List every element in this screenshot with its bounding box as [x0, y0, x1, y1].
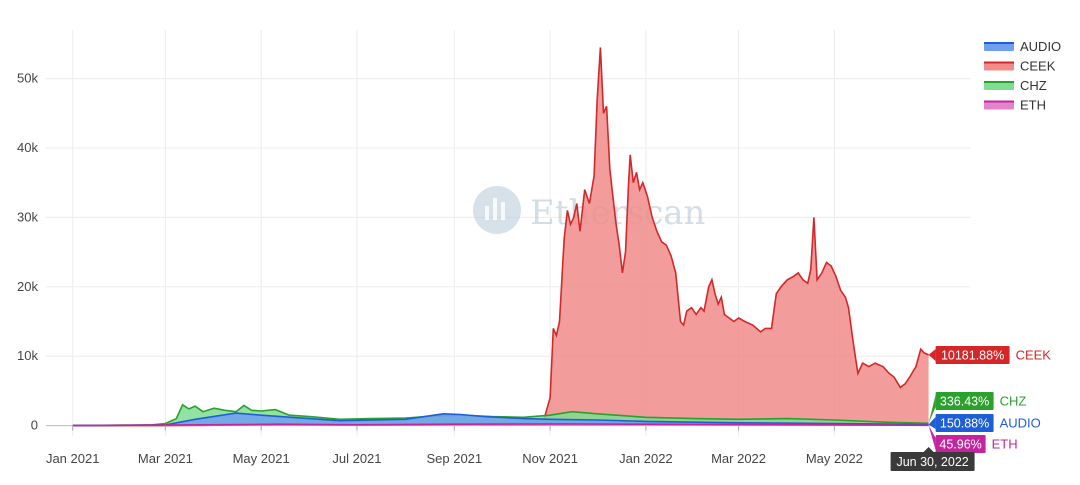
x-tick-label: Jul 2021: [332, 451, 381, 466]
y-tick-label: 20k: [17, 279, 38, 294]
axes: 0 10k 20k 30k 40k 50k Jan 2021 Mar 2021 May 2021…: [17, 71, 863, 466]
legend-swatch: [984, 42, 1014, 51]
x-tick-label: Mar 2022: [711, 451, 766, 466]
legend-item-chz: CHZ: [984, 78, 1047, 93]
legend-item-eth: ETH: [984, 98, 1046, 113]
end-label-name: CEEK: [1016, 348, 1052, 363]
end-label-box: [935, 414, 994, 432]
end-label-box: [935, 392, 994, 410]
line-audio: [72, 412, 929, 427]
x-tick-label: Sep 2021: [426, 451, 482, 466]
x-hover-box: [890, 452, 975, 471]
end-label-pointer: [928, 417, 936, 429]
line-eth: [72, 423, 929, 427]
y-tick-label: 10k: [17, 348, 38, 363]
series-eth: [72, 423, 929, 427]
x-tick-label: May 2021: [233, 451, 290, 466]
legend-swatch: [984, 61, 1014, 71]
x-tick-label: Jan 2022: [619, 451, 673, 466]
watermark-logo-icon: [473, 186, 521, 234]
end-label-name: CHZ: [1000, 394, 1027, 409]
y-tick-label: 50k: [17, 71, 38, 86]
line-ceek: [72, 47, 929, 427]
end-label-value: 336.43%: [940, 395, 989, 409]
end-label-value: 45.96%: [939, 438, 981, 452]
legend-item-audio: AUDIO: [984, 39, 1061, 54]
y-tick-label: 30k: [17, 209, 38, 224]
legend-label: AUDIO: [1020, 39, 1061, 54]
y-tick-label: 40k: [17, 140, 38, 155]
watermark: Etherscan: [473, 186, 705, 234]
x-hover-pointer: [923, 447, 934, 452]
legend-label: CHZ: [1020, 78, 1047, 93]
x-tick-label: Jan 2021: [46, 451, 100, 466]
end-label-box: [935, 435, 986, 453]
y-tick-label: 0: [31, 418, 38, 433]
end-label-value: 150.88%: [940, 417, 989, 431]
end-label-name: ETH: [992, 437, 1018, 452]
series-audio: [72, 412, 929, 427]
end-label-pointer: [928, 395, 936, 424]
end-label-value: 10181.88%: [941, 349, 1004, 363]
end-label-box: [935, 346, 1010, 364]
legend: AUDIO CEEK CHZ ETH: [984, 39, 1061, 113]
legend-item-ceek: CEEK: [984, 59, 1056, 74]
end-label-name: AUDIO: [1000, 416, 1041, 431]
legend-label: CEEK: [1020, 59, 1056, 74]
legend-swatch: [984, 100, 1014, 110]
end-label-pointer: [928, 425, 936, 450]
end-label-eth: 45.96% ETH: [928, 425, 1018, 453]
end-label-chz: 336.43% CHZ: [928, 392, 1027, 424]
line-chz: [72, 403, 929, 427]
series-areas: [72, 47, 929, 427]
watermark-text: Etherscan: [530, 193, 705, 233]
x-hover-label: Jun 30, 2022: [890, 447, 975, 471]
end-label-ceek: 10181.88% CEEK: [928, 346, 1052, 364]
x-tick-label: May 2022: [806, 451, 863, 466]
area-ceek: [72, 47, 929, 426]
series-ceek: [72, 47, 929, 427]
x-tick-label: Nov 2021: [522, 451, 578, 466]
legend-label: ETH: [1020, 98, 1046, 113]
end-label-audio: 150.88% AUDIO: [928, 414, 1041, 432]
end-label-pointer: [928, 349, 936, 361]
x-hover-text: Jun 30, 2022: [896, 455, 968, 469]
legend-swatch: [984, 81, 1014, 90]
x-tick-label: Mar 2021: [138, 451, 193, 466]
